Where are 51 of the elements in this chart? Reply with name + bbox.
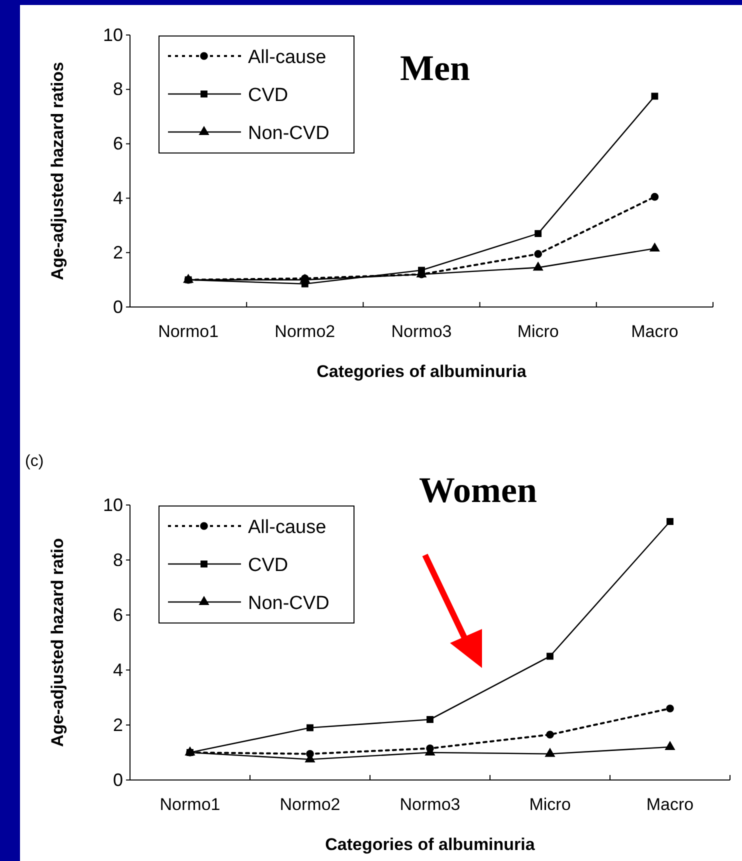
x-tick-label: Normo3 (391, 322, 452, 342)
legend-label: All-cause (248, 517, 326, 538)
point (544, 748, 556, 757)
x-tick-label: Normo1 (158, 322, 219, 342)
y-tick-label: 10 (102, 494, 123, 515)
point (546, 730, 554, 739)
point (184, 746, 196, 756)
x-tick-label: Micro (517, 322, 559, 342)
x-tick-label: Normo1 (160, 795, 220, 814)
y-tick-label: 8 (112, 79, 123, 100)
x-tick-label: Macro (646, 795, 694, 814)
x-tick-label: Micro (529, 795, 571, 814)
y-tick-label: 4 (112, 188, 123, 208)
y-axis-title: Age-adjusted hazard ratios (48, 62, 67, 280)
legend-label: Non-CVD (248, 123, 330, 144)
x-tick-label: Normo2 (274, 322, 336, 342)
point (546, 652, 554, 660)
point (650, 192, 659, 201)
point (534, 250, 542, 258)
y-tick-label: 2 (112, 714, 123, 735)
y-tick-label: 8 (112, 550, 123, 570)
legend-label: CVD (248, 85, 288, 106)
point (651, 92, 658, 100)
point (183, 274, 194, 283)
y-tick-label: 0 (112, 770, 123, 790)
point (649, 242, 660, 252)
y-tick-label: 4 (112, 660, 123, 680)
chart-title: Men (400, 48, 470, 88)
point (534, 230, 542, 238)
y-tick-label: 10 (102, 24, 123, 45)
y-axis-title: Age-adjusted hazard ratio (48, 538, 67, 747)
y-tick-label: 0 (112, 296, 123, 317)
x-tick-label: Macro (631, 322, 678, 342)
point (666, 704, 674, 712)
point (306, 724, 314, 732)
text: (c) (25, 453, 44, 470)
x-axis-title: Categories of albuminuria (316, 362, 527, 381)
legend-label: CVD (248, 555, 288, 576)
x-tick-label: Normo2 (280, 795, 340, 814)
point (426, 716, 434, 723)
legend-label: All-cause (248, 47, 326, 68)
point (664, 740, 676, 750)
x-tick-label: Normo3 (400, 795, 460, 814)
chart-title: Women (418, 470, 538, 510)
point (532, 261, 544, 271)
y-tick-label: 2 (112, 242, 123, 262)
y-tick-label: 6 (112, 604, 123, 625)
y-tick-label: 6 (112, 134, 123, 154)
x-axis-title: Categories of albuminuria (325, 835, 536, 854)
point (666, 518, 674, 525)
legend-label: Non-CVD (248, 593, 330, 614)
